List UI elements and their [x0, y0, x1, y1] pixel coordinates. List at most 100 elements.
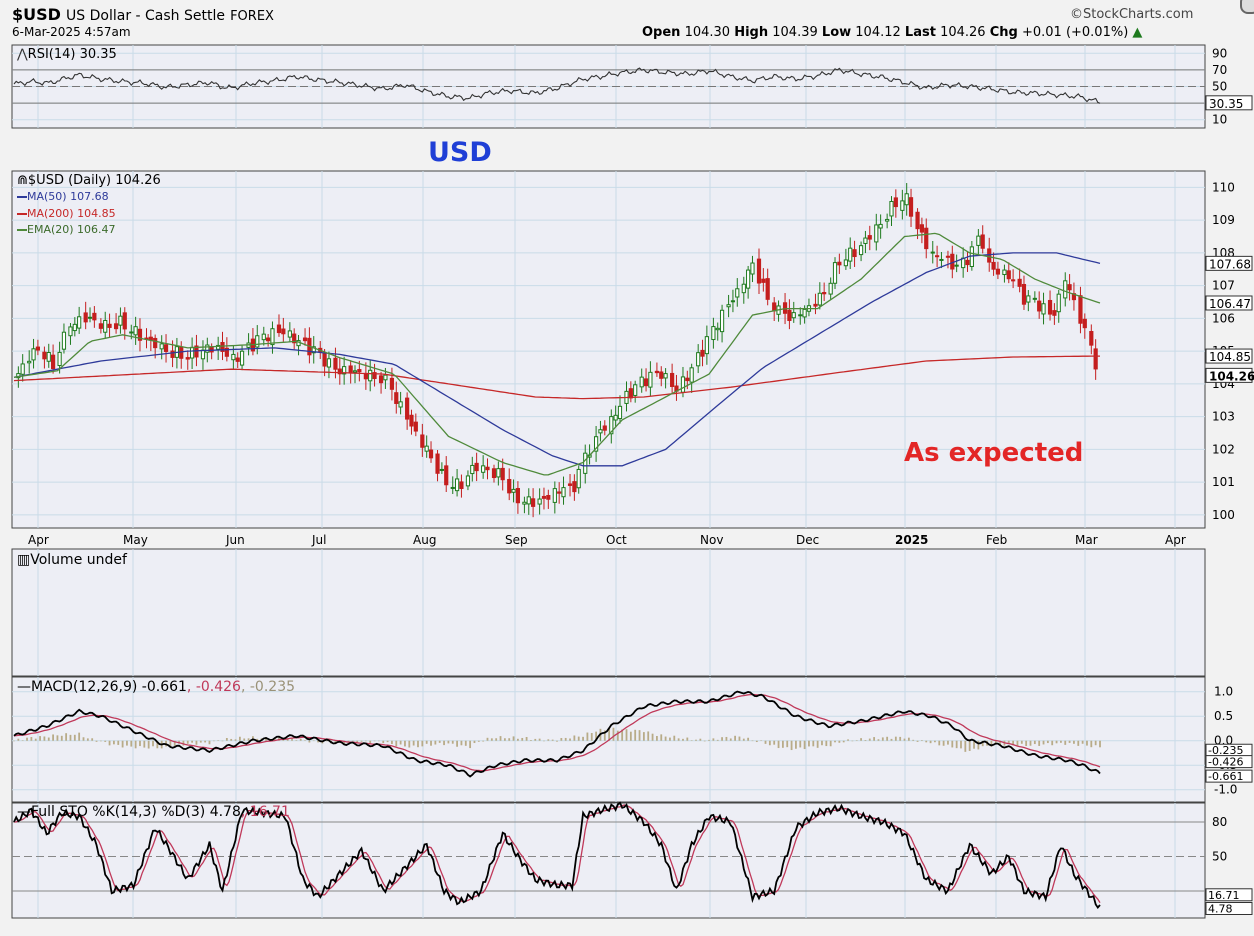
candle-body	[1093, 348, 1098, 370]
macd-histogram-bar	[256, 738, 259, 741]
candle-body	[420, 434, 425, 448]
candle-body	[726, 304, 731, 308]
candle-body	[485, 466, 490, 471]
macd-histogram-bar	[143, 740, 146, 748]
settings-icon[interactable]	[1240, 0, 1254, 14]
candle-body	[546, 495, 551, 500]
macd-histogram-bar	[351, 740, 354, 742]
macd-histogram-bar	[308, 740, 311, 743]
macd-histogram-bar	[621, 729, 624, 741]
sto-d-line	[14, 804, 1101, 904]
macd-histogram-bar	[755, 740, 758, 743]
candle-body	[454, 478, 460, 492]
macd-histogram-bar	[990, 740, 993, 747]
macd-histogram-bar	[860, 738, 862, 741]
candle-body	[991, 261, 996, 270]
macd-histogram-bar	[360, 740, 363, 742]
macd-histogram-bar	[864, 740, 867, 741]
change-value: +0.01 (+0.01%)	[1021, 25, 1129, 40]
candle-body	[787, 309, 792, 321]
macd-histogram-bar	[786, 740, 789, 748]
price-tick-label: 101	[1212, 475, 1235, 489]
candle-body	[435, 453, 440, 474]
macd-histogram-bar	[91, 738, 94, 741]
candle-body	[1078, 295, 1083, 324]
candle-body	[670, 372, 675, 387]
ma50-line	[13, 252, 1101, 467]
price-tick-label: 103	[1212, 410, 1235, 424]
candle-body	[685, 377, 690, 382]
candle-body	[507, 478, 512, 494]
candle-body	[659, 371, 664, 379]
macd-histogram-bar	[447, 740, 450, 744]
macd-histogram-bar	[977, 740, 980, 750]
macd-histogram-bar	[725, 736, 728, 741]
macd-histogram-bar	[295, 740, 298, 741]
candle-body	[1056, 293, 1061, 313]
candle-body	[50, 354, 56, 370]
candle-body	[311, 346, 316, 354]
macd-histogram-bar	[230, 738, 233, 741]
macd-histogram-bar	[955, 740, 958, 749]
month-tick-label: Jul	[311, 533, 326, 547]
candle-body	[1021, 283, 1027, 305]
macd-histogram-bar	[26, 737, 28, 741]
macd-histogram-bar	[673, 735, 676, 741]
candle-body	[153, 337, 158, 349]
macd-histogram-bar	[847, 739, 849, 741]
candle-body	[930, 251, 935, 254]
candle-body	[372, 372, 377, 380]
macd-histogram-bar	[1033, 740, 1036, 745]
macd-line	[13, 690, 1101, 778]
macd-histogram-bar	[39, 736, 41, 741]
candle-body	[867, 235, 872, 240]
macd-histogram-bar	[282, 740, 285, 741]
candle-body	[609, 416, 614, 435]
candle-body	[654, 370, 660, 374]
price-tick-label: 100	[1212, 508, 1235, 522]
macd-histogram-bar	[495, 738, 498, 741]
macd-histogram-bar	[816, 740, 819, 748]
macd-histogram-bar	[708, 739, 710, 741]
rsi-tick-label: 50	[1212, 80, 1227, 94]
candle-body	[908, 197, 914, 217]
macd-histogram-bar	[95, 740, 98, 742]
candle-body	[741, 283, 746, 294]
macd-histogram-bar	[577, 736, 580, 741]
macd-histogram-bar	[243, 738, 246, 741]
candle-body	[576, 468, 581, 489]
macd-histogram-bar	[716, 739, 719, 741]
candle-body	[292, 333, 297, 344]
candle-body	[541, 495, 547, 499]
macd-histogram-bar	[369, 740, 372, 744]
macd-histogram-bar	[690, 740, 693, 741]
macd-histogram-bar	[734, 735, 737, 741]
macd-histogram-bar	[960, 740, 962, 749]
candle-body	[163, 344, 169, 352]
brand-logo: ©StockCharts.com	[1070, 7, 1194, 22]
exchange-label: FOREX	[230, 9, 274, 24]
macd-histogram-bar	[699, 738, 702, 741]
candle-body	[889, 201, 894, 217]
macd-histogram-bar	[1012, 740, 1015, 746]
macd-histogram-bar	[721, 737, 723, 741]
macd-histogram-bar	[964, 740, 967, 752]
macd-histogram-bar	[781, 740, 784, 748]
macd-histogram-bar	[547, 739, 550, 741]
candle-body	[231, 353, 236, 361]
candle-body	[413, 421, 418, 432]
candle-body	[858, 245, 864, 256]
macd-histogram-bar	[569, 738, 571, 741]
macd-histogram-bar	[660, 734, 663, 741]
candle-body	[852, 249, 857, 258]
candle-body	[791, 312, 796, 319]
candle-body	[798, 314, 803, 317]
candle-body	[730, 300, 736, 303]
macd-histogram-bar	[78, 732, 81, 741]
macd-histogram-bar	[508, 738, 511, 741]
candle-body	[107, 323, 112, 328]
candle-body	[357, 369, 362, 373]
candle-body	[118, 315, 123, 326]
macd-histogram-bar	[517, 738, 519, 741]
ma200-line	[13, 355, 1100, 400]
